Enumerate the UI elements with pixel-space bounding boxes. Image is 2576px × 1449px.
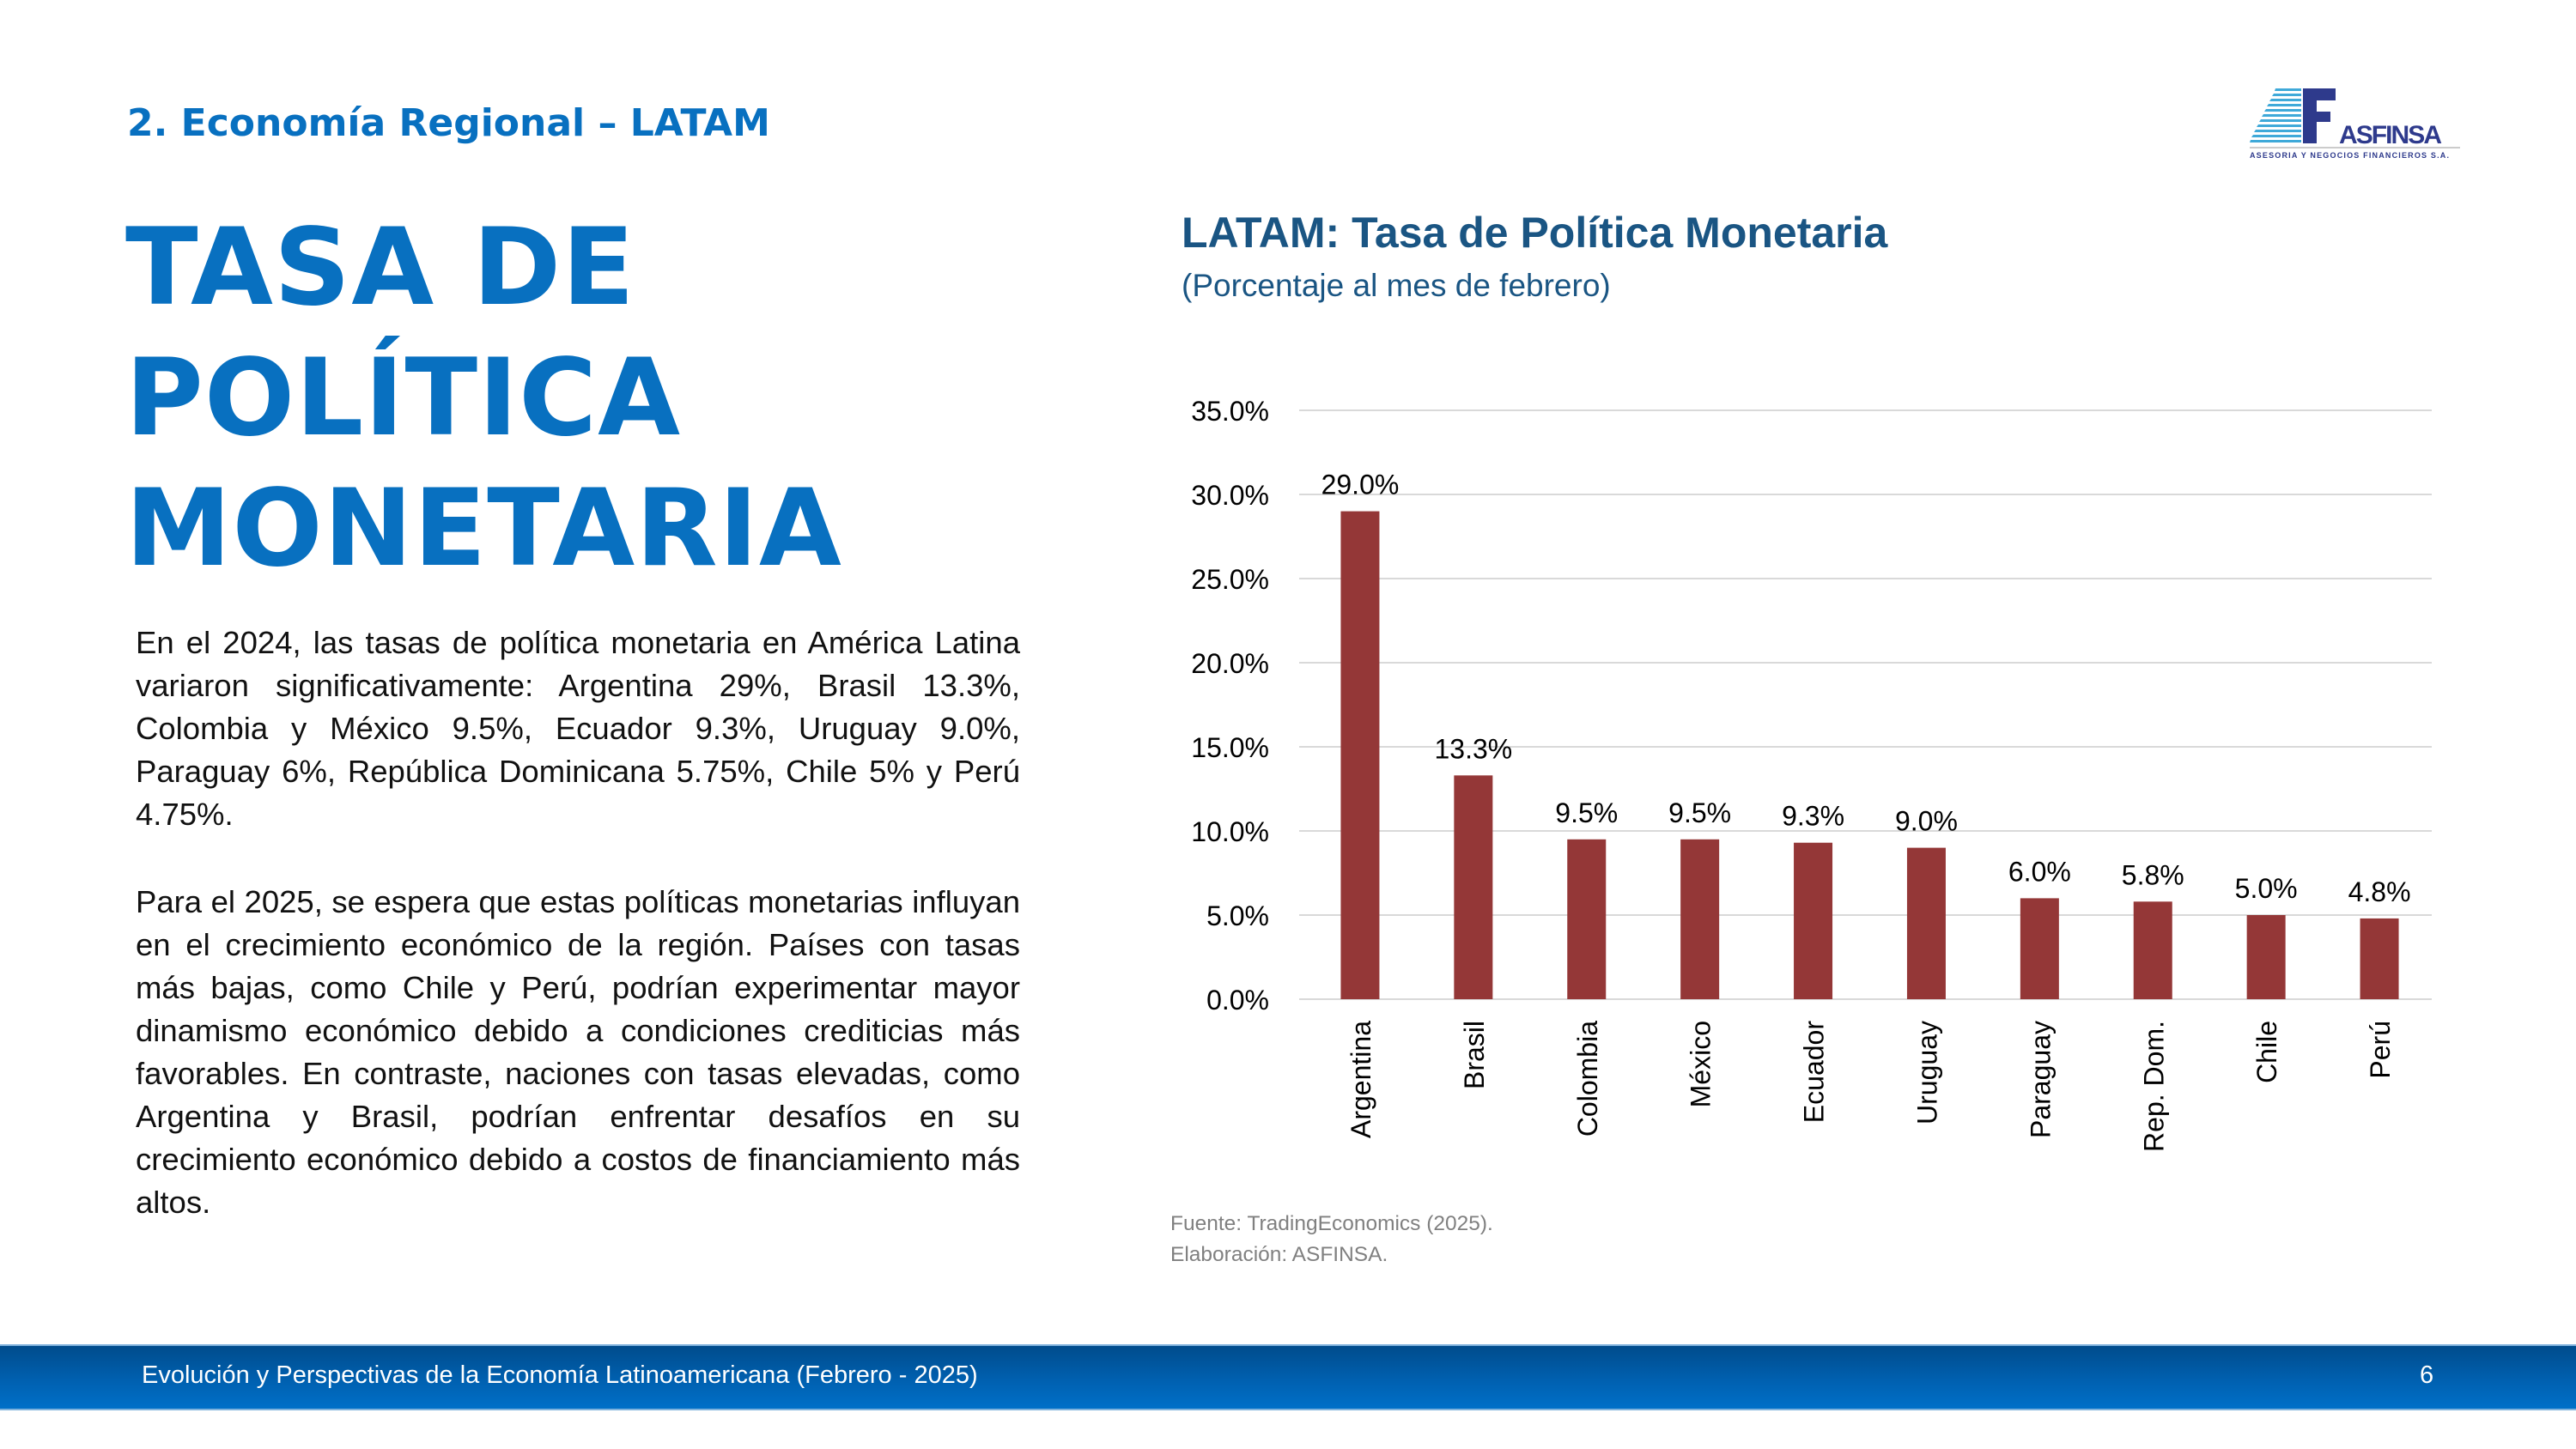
x-tick-label: Rep. Dom. [2138, 1021, 2169, 1152]
data-label: 9.0% [1895, 806, 1958, 837]
asfinsa-logo: ASFINSA ASESORIA Y NEGOCIOS FINANCIEROS … [2250, 86, 2464, 172]
y-axis-ticks: 0.0% 5.0% 10.0% 15.0% 20.0% 25.0% 30.0% 35.0% [1191, 396, 1269, 1016]
bar-m-xico [1680, 839, 1720, 999]
x-tick-label: Chile [2251, 1021, 2282, 1083]
x-tick-label: Paraguay [2025, 1021, 2056, 1138]
y-tick-label: 15.0% [1191, 732, 1269, 763]
data-label: 5.8% [2122, 859, 2184, 890]
slide-title-line-2: POLÍTICA [125, 336, 682, 460]
bar-chile [2246, 915, 2286, 999]
body-paragraph-1: En el 2024, las tasas de política moneta… [136, 625, 1020, 832]
data-labels: 29.0% 13.3% 9.5% 9.5% 9.3% 9.0% 6.0% 5.8% 5.0% 4.… [1321, 470, 2411, 907]
chart-title: LATAM: Tasa de Política Monetaria [1182, 209, 1888, 257]
footer-title: Evolución y Perspectivas de la Economía … [142, 1361, 978, 1389]
x-tick-label: Uruguay [1911, 1021, 1942, 1125]
y-tick-label: 5.0% [1206, 900, 1269, 931]
y-tick-label: 25.0% [1191, 564, 1269, 595]
x-tick-label: Argentina [1346, 1021, 1376, 1138]
bars [1340, 511, 2399, 999]
bar-argentina [1340, 511, 1380, 999]
bar-rep-dom- [2133, 901, 2172, 999]
elaboration-line: Elaboración: ASFINSA. [1170, 1243, 1388, 1266]
bar-paraguay [2020, 898, 2059, 999]
bar-per- [2360, 918, 2399, 999]
gridlines [1299, 409, 2432, 1000]
logo-tagline: ASESORIA Y NEGOCIOS FINANCIEROS S.A. [2250, 151, 2449, 160]
y-tick-label: 20.0% [1191, 648, 1269, 679]
data-label: 29.0% [1321, 470, 1400, 500]
logo-brand: ASFINSA [2339, 121, 2442, 149]
bar-brasil [1454, 775, 1493, 999]
slide-title-line-3: MONETARIA [125, 467, 842, 591]
footer-bar: Evolución y Perspectivas de la Economía … [0, 1344, 2576, 1410]
bar-ecuador [1794, 842, 1833, 999]
x-tick-label: Perú [2365, 1021, 2396, 1079]
y-tick-label: 30.0% [1191, 480, 1269, 511]
logo-f-block [2303, 88, 2336, 143]
x-tick-label: Colombia [1572, 1021, 1603, 1137]
slide-title: TASA DE POLÍTICA MONETARIA [125, 203, 842, 594]
data-label: 6.0% [2008, 856, 2071, 887]
x-axis-ticks: Argentina Brasil Colombia México Ecuador Urug… [1346, 1021, 2396, 1152]
data-label: 9.3% [1782, 801, 1844, 832]
data-label: 4.8% [2348, 876, 2411, 907]
page-number: 6 [2420, 1361, 2434, 1389]
data-label: 5.0% [2235, 873, 2298, 904]
x-tick-label: Brasil [1459, 1021, 1490, 1089]
bar-colombia [1567, 839, 1607, 999]
data-label: 9.5% [1668, 797, 1731, 828]
body-paragraph-2: Para el 2025, se espera que estas políti… [136, 884, 1020, 1220]
y-tick-label: 10.0% [1191, 816, 1269, 847]
logo-mark-icon: ASFINSA ASESORIA Y NEGOCIOS FINANCIEROS … [2250, 88, 2460, 160]
data-label: 9.5% [1555, 797, 1618, 828]
slide-title-line-1: TASA DE [125, 206, 636, 330]
logo-a-stripes [2250, 88, 2301, 142]
bar-uruguay [1906, 847, 1946, 999]
chart-source: Fuente: TradingEconomics (2025). Elabora… [1170, 1209, 1493, 1270]
y-tick-label: 35.0% [1191, 396, 1269, 427]
chart-subtitle: (Porcentaje al mes de febrero) [1182, 268, 1611, 303]
data-label: 13.3% [1434, 733, 1512, 764]
x-tick-label: Ecuador [1799, 1021, 1830, 1124]
source-line: Fuente: TradingEconomics (2025). [1170, 1212, 1493, 1235]
section-label: 2. Economía Regional – LATAM [127, 101, 770, 145]
y-tick-label: 0.0% [1206, 985, 1269, 1016]
x-tick-label: México [1686, 1021, 1716, 1107]
